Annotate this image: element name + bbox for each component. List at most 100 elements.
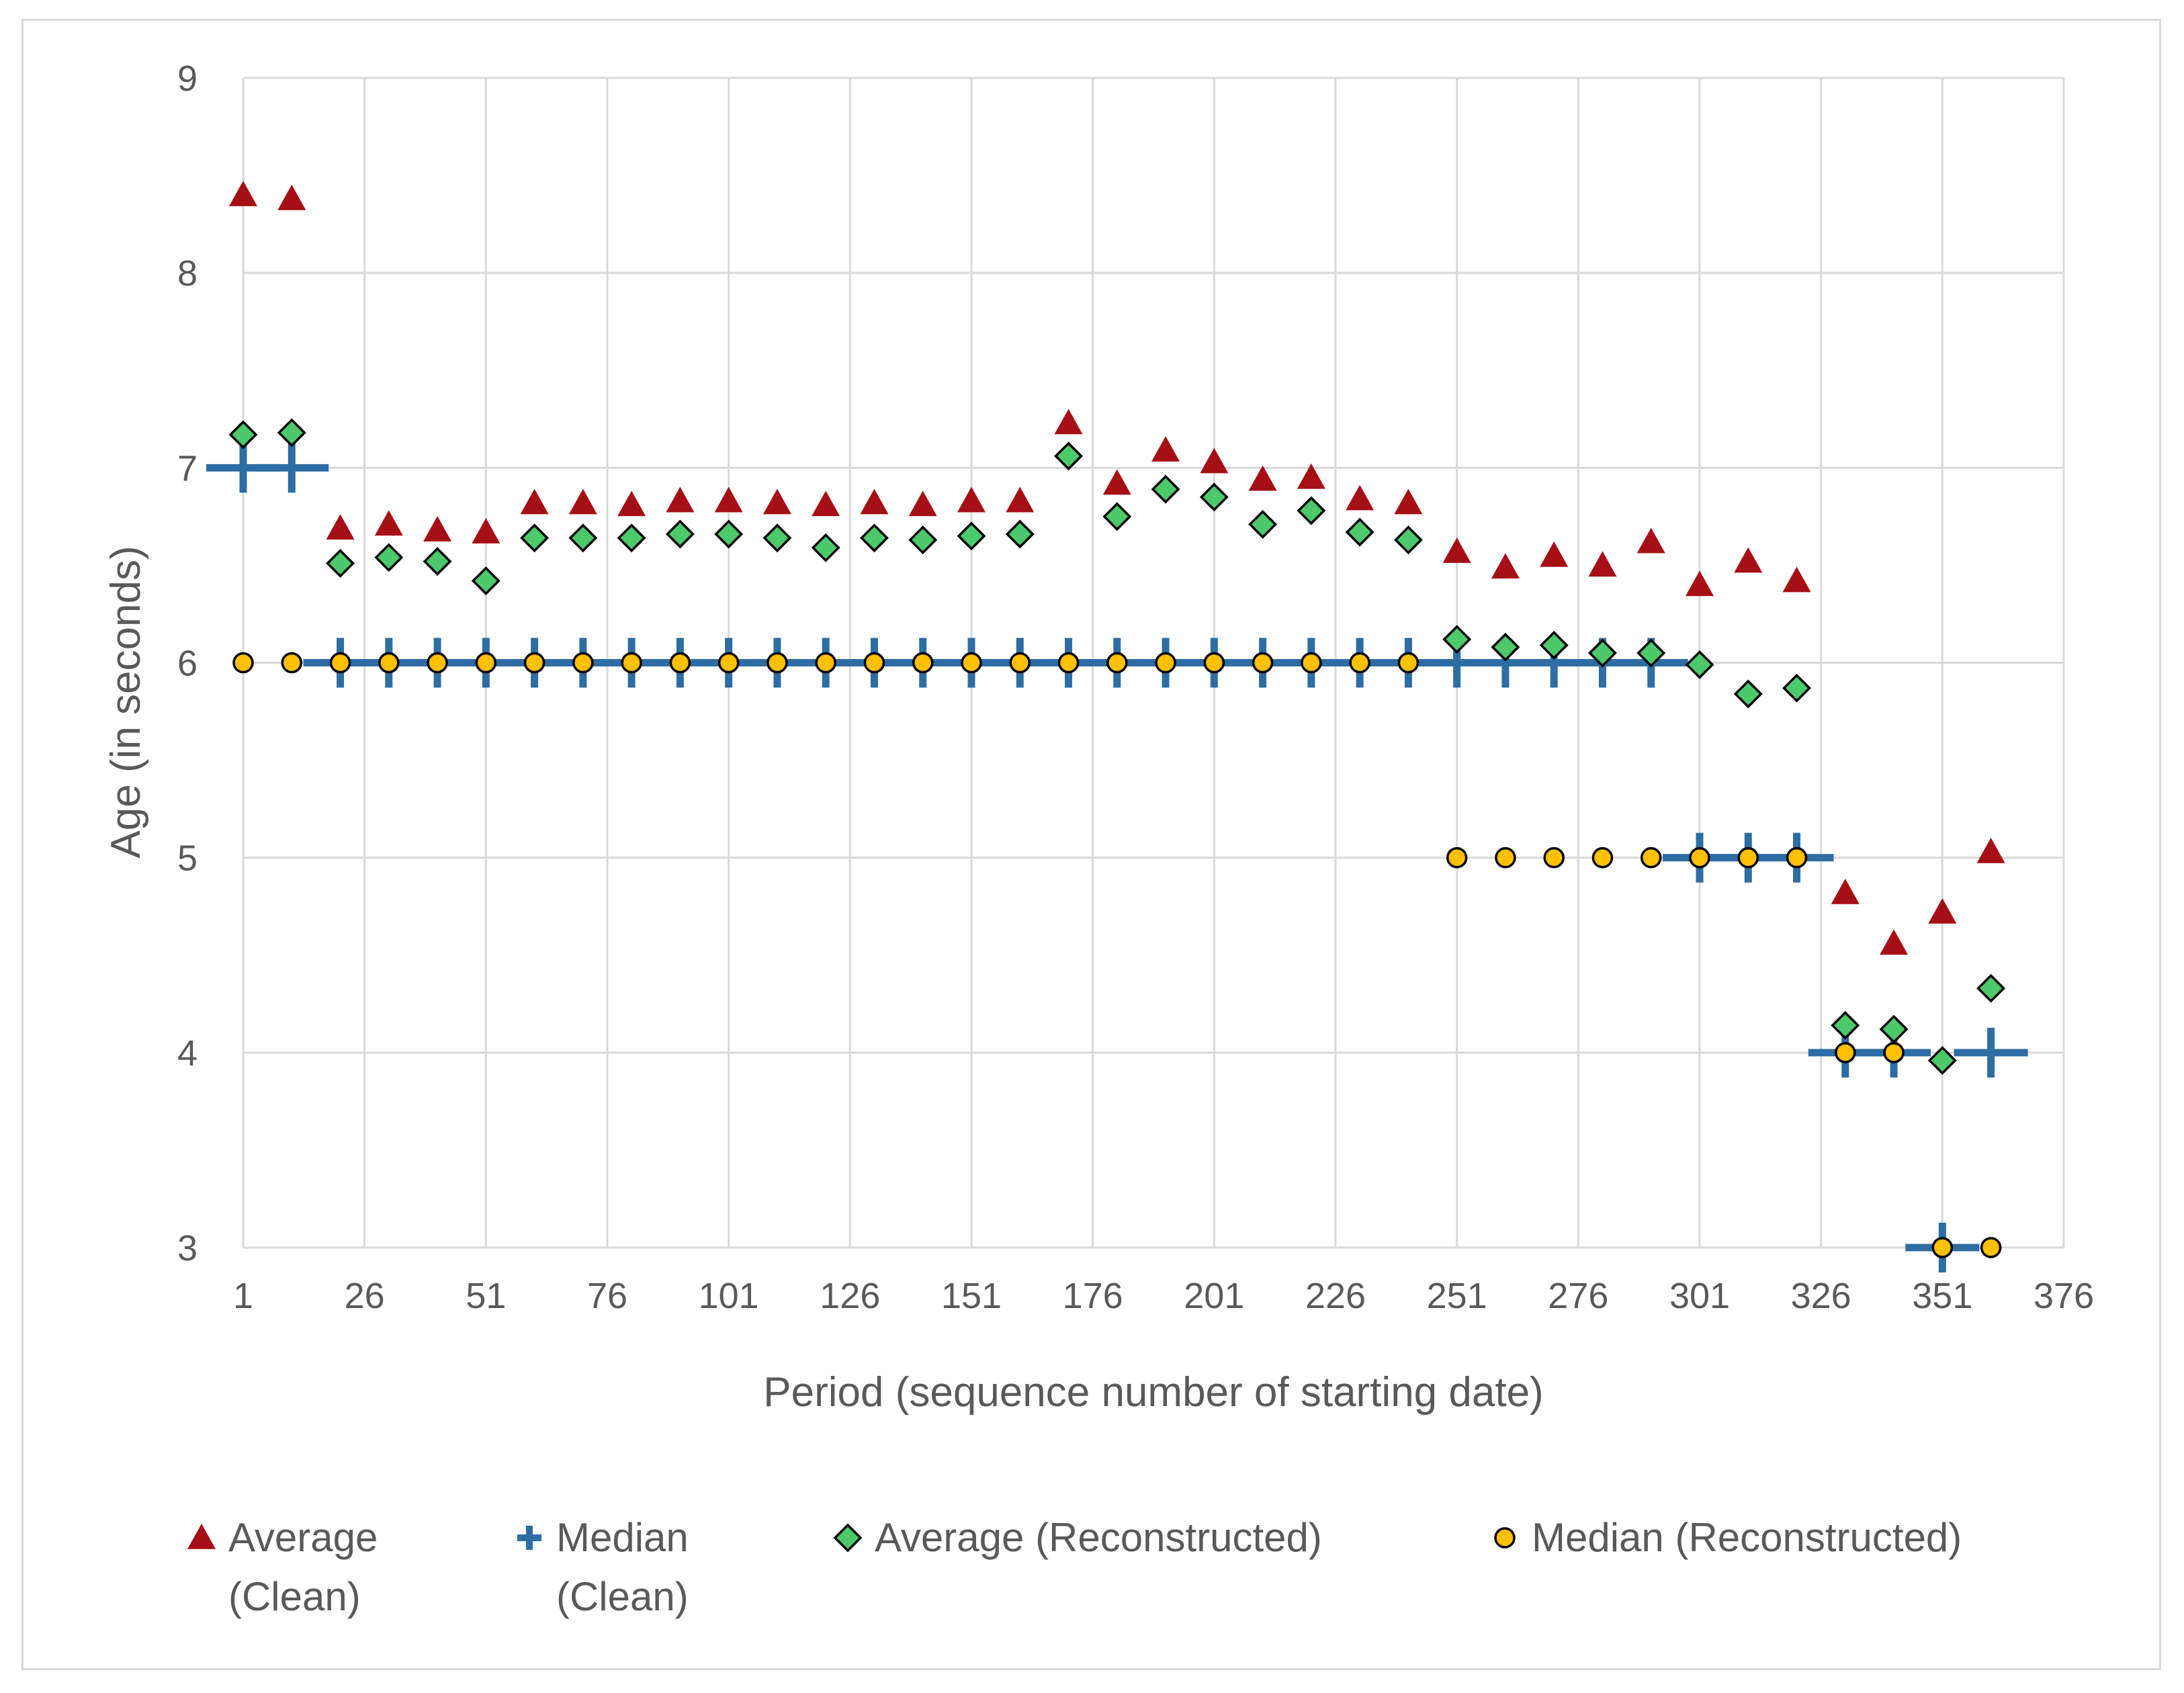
circle-point — [1883, 1042, 1905, 1063]
triangle-point — [1102, 469, 1131, 495]
circle-point — [1106, 652, 1128, 674]
circle-point — [1009, 652, 1031, 674]
circle-point — [475, 652, 497, 674]
x-tick-label: 251 — [1427, 1276, 1487, 1316]
y-axis-title: Age (in seconds) — [103, 546, 149, 858]
chart-frame — [21, 19, 2161, 1670]
diamond-point — [908, 525, 938, 555]
diamond-point — [520, 523, 550, 553]
legend-plus-icon — [517, 1526, 541, 1550]
circle-point — [1835, 1042, 1856, 1063]
x-tick-label: 51 — [466, 1276, 506, 1316]
diamond-point — [1927, 1045, 1957, 1075]
circle-point — [717, 652, 740, 674]
circle-point — [1640, 846, 1662, 869]
diamond-point — [374, 543, 404, 572]
circle-point — [1349, 652, 1370, 674]
x-tick-label: 201 — [1184, 1276, 1244, 1316]
diamond-point — [228, 420, 258, 449]
triangle-point — [568, 488, 597, 515]
circle-point — [1591, 846, 1614, 869]
diamond-point — [762, 523, 792, 553]
legend-label: (Clean) — [556, 1574, 689, 1619]
triangle-point — [762, 488, 791, 515]
x-tick-label: 126 — [820, 1276, 880, 1316]
diamond-point — [1976, 973, 2006, 1003]
diamond-point — [326, 549, 355, 578]
legend-label: Average — [228, 1515, 378, 1560]
legend-item: Average (Reconstructed) — [833, 1515, 1322, 1560]
circle-point — [523, 652, 545, 674]
circle-point — [572, 652, 594, 674]
circle-point — [1203, 652, 1225, 674]
diamond-point — [1733, 679, 1763, 709]
y-tick-label: 6 — [177, 644, 198, 684]
diamond-point — [1636, 638, 1666, 668]
y-tick-label: 7 — [177, 448, 198, 488]
diamond-point — [1102, 502, 1132, 531]
legend-label: Median (Reconstructed) — [1532, 1515, 1962, 1560]
diamond-point — [277, 418, 306, 447]
x-tick-label: 76 — [587, 1276, 627, 1316]
circle-point — [1931, 1237, 1954, 1258]
diamond-point — [617, 523, 646, 553]
triangle-point — [1782, 566, 1811, 593]
diamond-point — [1879, 1014, 1909, 1044]
diamond-point — [1491, 632, 1520, 662]
triangle-point — [1006, 486, 1035, 513]
triangle-point — [812, 490, 840, 517]
diamond-point — [423, 547, 452, 576]
circle-point — [1301, 652, 1322, 674]
diamond-point — [1297, 496, 1326, 525]
circle-point — [1689, 846, 1710, 869]
circle-point — [767, 652, 788, 674]
triangle-point — [1831, 878, 1860, 904]
legend-circle-icon — [1494, 1527, 1516, 1549]
legend: Average (Clean) Median (Clean) Average (Reco… — [187, 1515, 1962, 1619]
circle-point — [669, 652, 691, 674]
legend-diamond-icon — [833, 1523, 863, 1553]
circle-point — [1737, 846, 1759, 869]
triangle-point — [860, 488, 889, 515]
diamond-point — [1831, 1010, 1860, 1040]
legend-label: (Clean) — [228, 1574, 361, 1619]
plus-point — [255, 443, 329, 493]
y-axis-ticks: 3 4 5 6 7 8 9 — [177, 58, 198, 1268]
y-tick-label: 3 — [177, 1228, 198, 1268]
triangle-point — [1491, 553, 1520, 579]
triangle-point — [1734, 547, 1763, 573]
triangle-point — [714, 486, 743, 513]
diamond-point — [1685, 650, 1714, 679]
x-tick-label: 376 — [2034, 1276, 2094, 1316]
x-tick-label: 101 — [699, 1276, 759, 1316]
diamond-point — [1539, 630, 1569, 660]
circle-point — [912, 652, 934, 674]
triangle-point — [1200, 447, 1229, 474]
legend-item: Average (Clean) — [187, 1515, 378, 1619]
x-tick-label: 226 — [1305, 1276, 1366, 1316]
diamond-point — [811, 533, 840, 562]
triangle-point — [1880, 929, 1909, 955]
diamond-point — [1199, 482, 1229, 512]
diamond-point — [1587, 638, 1617, 668]
diamond-point — [1393, 525, 1423, 555]
circle-point — [863, 652, 885, 674]
circle-point — [281, 652, 303, 674]
legend-label: Average (Reconstructed) — [875, 1515, 1322, 1560]
circle-point — [961, 652, 982, 674]
diamond-point — [1151, 474, 1180, 504]
series-diamond — [228, 418, 2006, 1075]
circle-point — [1446, 846, 1468, 869]
triangle-point — [617, 490, 646, 517]
circle-point — [621, 652, 642, 674]
x-tick-label: 176 — [1063, 1276, 1123, 1316]
triangle-point — [277, 184, 306, 210]
triangle-point — [326, 514, 355, 540]
x-tick-label: 26 — [345, 1276, 385, 1316]
x-tick-label: 276 — [1548, 1276, 1608, 1316]
triangle-point — [229, 181, 257, 206]
diamond-point — [568, 523, 598, 553]
diamond-point — [665, 519, 695, 549]
diamond-point — [1248, 510, 1278, 539]
triangle-point — [1151, 436, 1180, 462]
